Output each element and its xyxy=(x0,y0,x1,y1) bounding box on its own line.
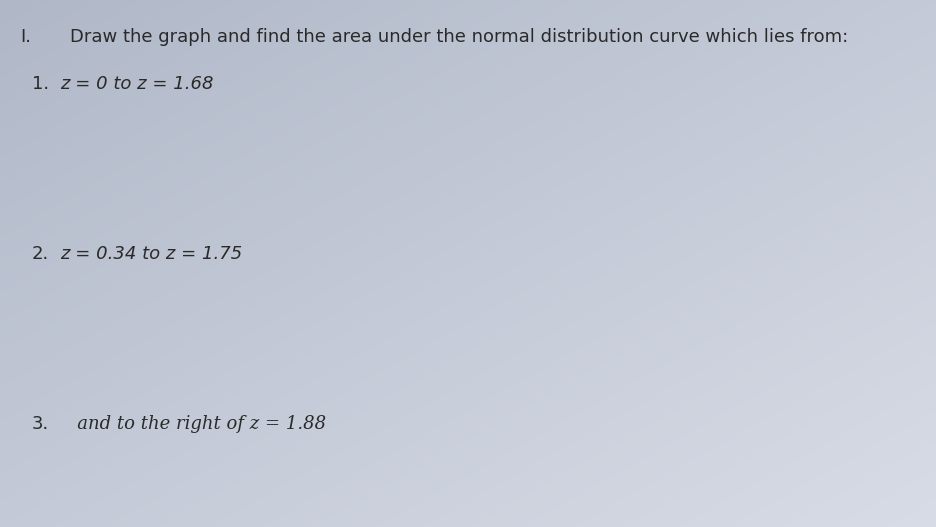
Text: z = 0.34 to z = 1.75: z = 0.34 to z = 1.75 xyxy=(60,245,242,263)
Text: 2.: 2. xyxy=(32,245,50,263)
Text: 1.: 1. xyxy=(32,75,49,93)
Text: Draw the graph and find the area under the normal distribution curve which lies : Draw the graph and find the area under t… xyxy=(70,28,847,46)
Text: I.: I. xyxy=(20,28,31,46)
Text: 3.: 3. xyxy=(32,415,50,433)
Text: and to the right of z = 1.88: and to the right of z = 1.88 xyxy=(60,415,326,433)
Text: z = 0 to z = 1.68: z = 0 to z = 1.68 xyxy=(60,75,213,93)
